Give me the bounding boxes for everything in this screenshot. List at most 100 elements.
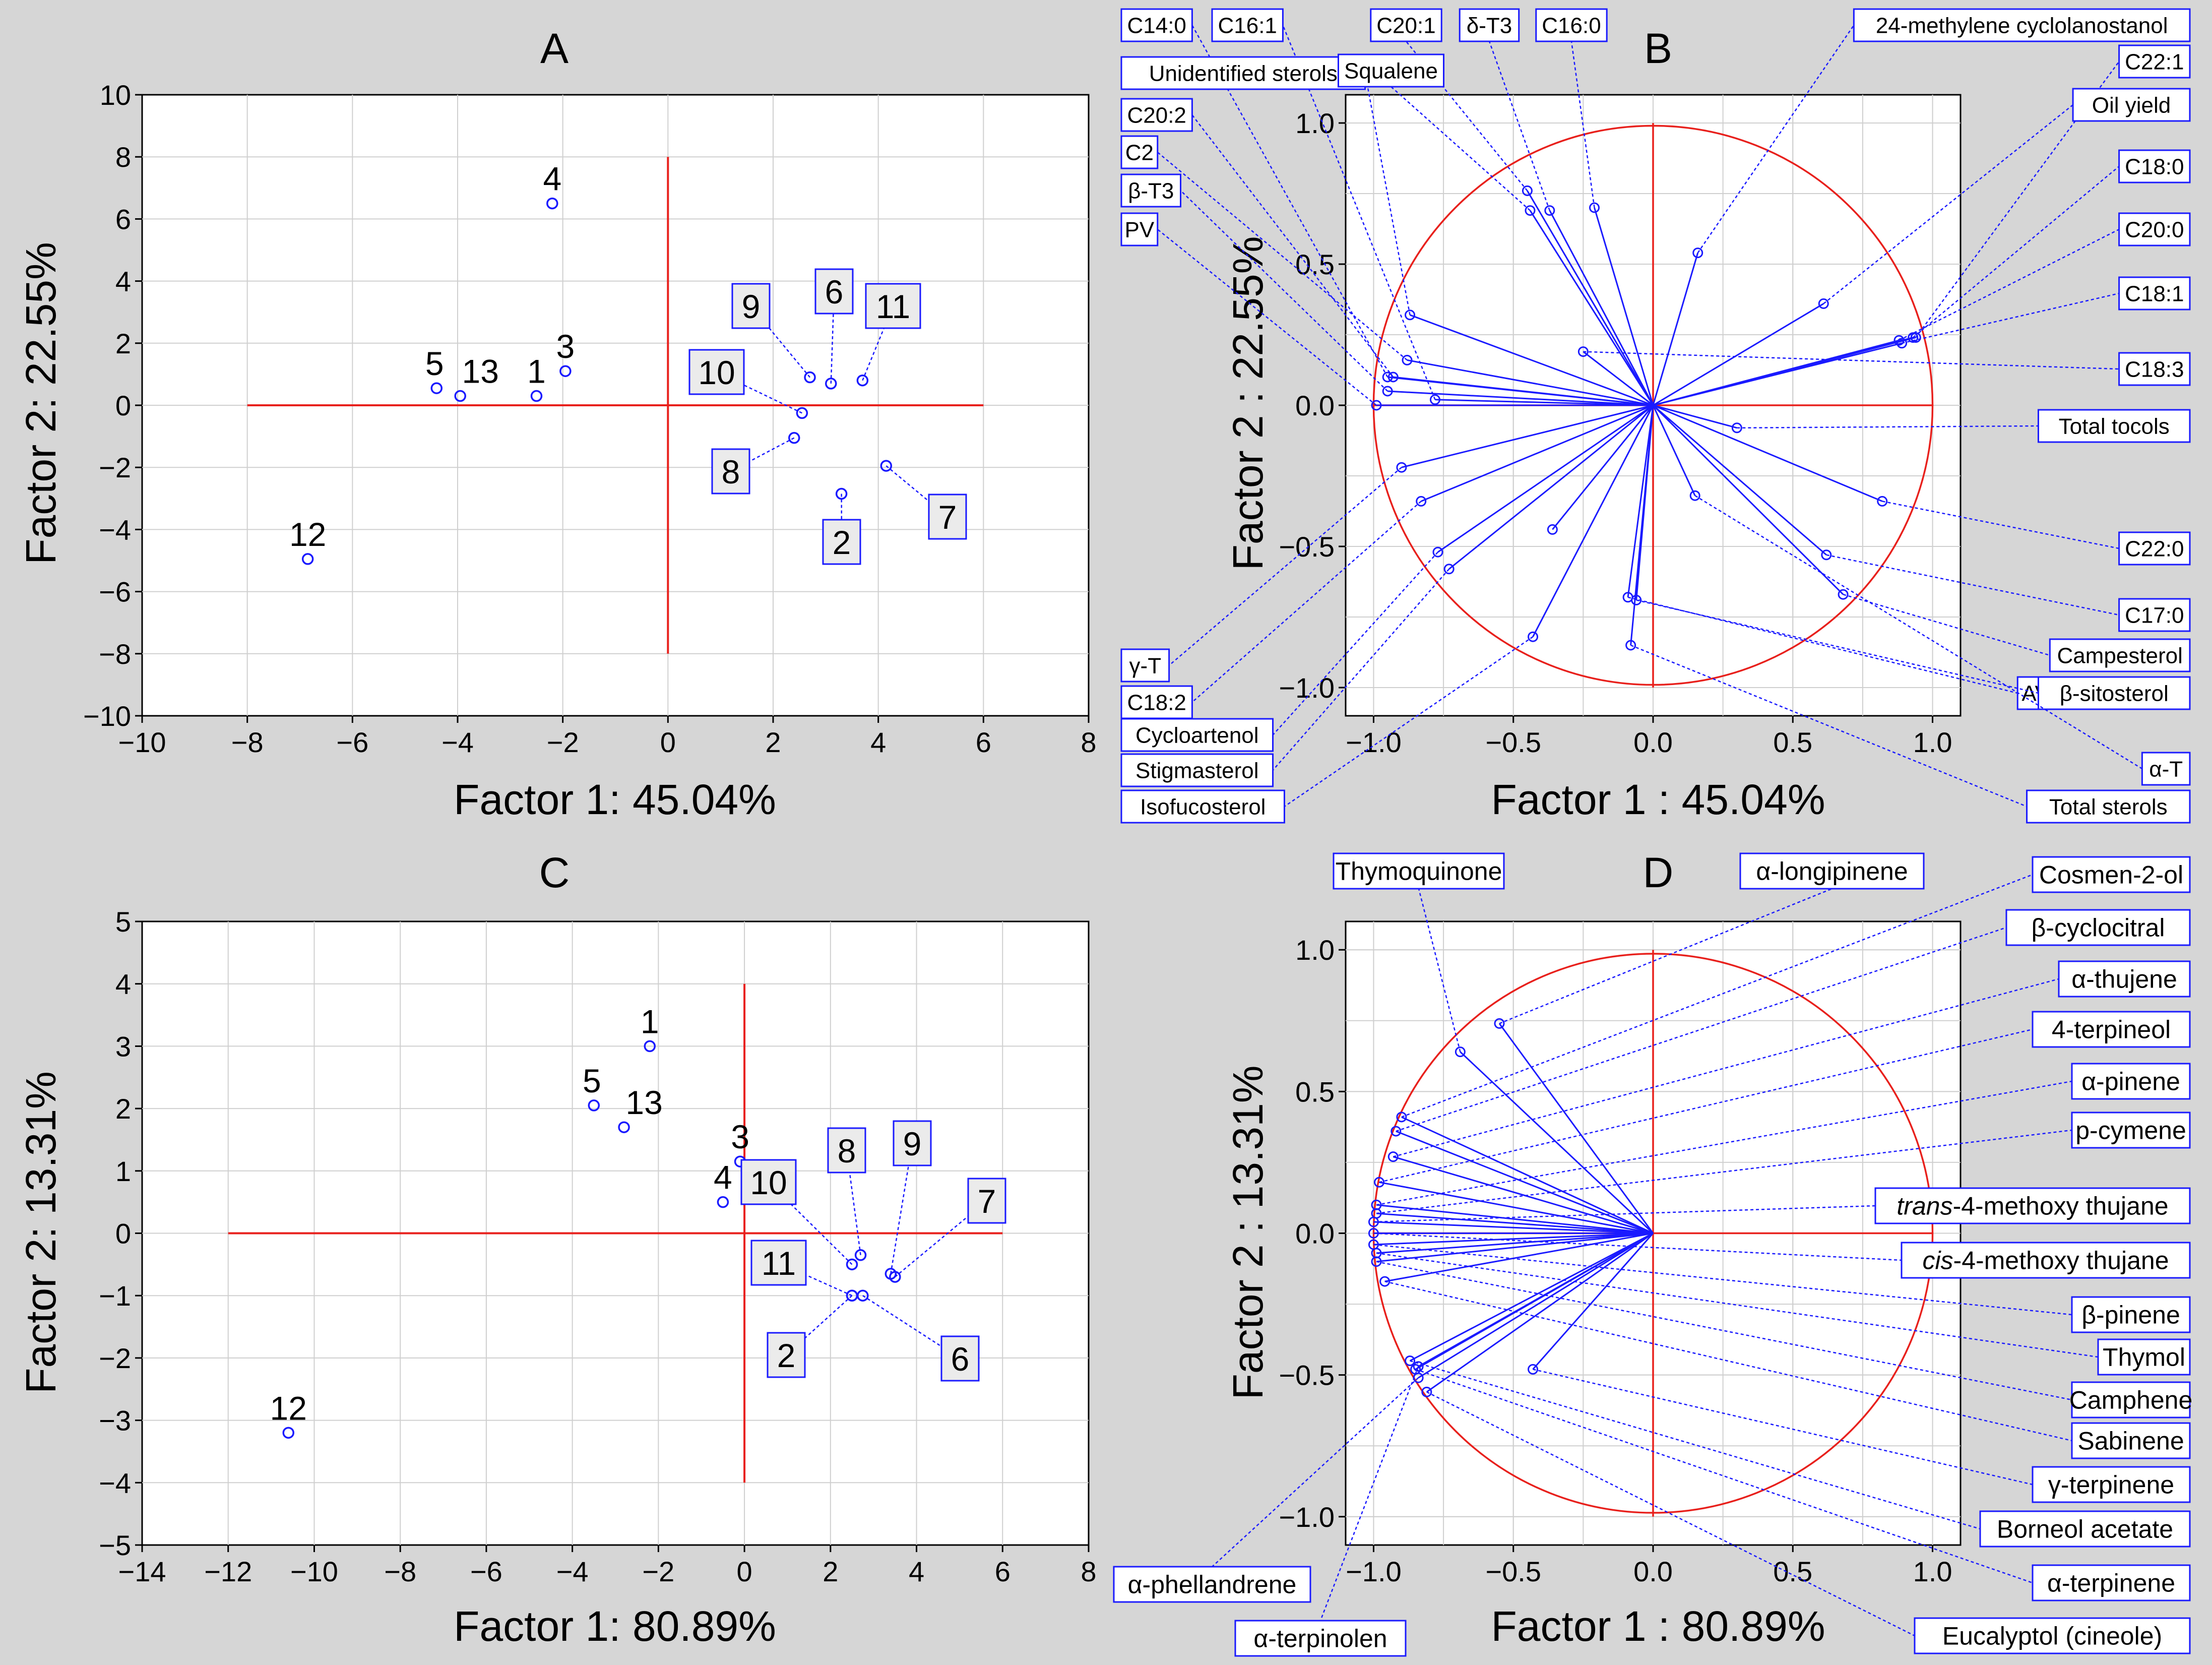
- variable-label-box: [1120, 718, 1274, 752]
- variable-label-box: [1120, 789, 1285, 824]
- loading-vector: [1653, 404, 1737, 429]
- y-tick-label: 0.0: [1295, 1218, 1335, 1250]
- sample-point-8: [854, 1249, 867, 1261]
- loading-vector: [1448, 404, 1654, 570]
- variable-label: C22:0: [2125, 536, 2184, 561]
- loading-vector: [1652, 253, 1699, 406]
- loading-point: [1528, 631, 1539, 642]
- sample-label: 5: [583, 1062, 601, 1099]
- x-tick-label: 0.0: [1633, 1556, 1673, 1587]
- sample-label: 6: [825, 273, 844, 311]
- y-tick-label: 0.5: [1295, 1076, 1335, 1107]
- sample-point-10: [796, 407, 808, 419]
- loading-point: [1405, 310, 1416, 321]
- loading-point: [1402, 354, 1413, 365]
- sample-label: 3: [731, 1118, 749, 1155]
- panel-d: −1.0 −0.5 0.0 0.5 1.0 −1.0 −0.5 0.0 0.5 1.0 D Facto…: [1113, 849, 2192, 1657]
- y-tick-label: 0: [115, 1218, 131, 1250]
- y-tick-label: −1: [99, 1280, 131, 1312]
- loading-point: [1379, 1276, 1391, 1287]
- loading-point: [1413, 1361, 1424, 1372]
- loading-vector: [1652, 404, 1844, 595]
- label-leader: [1212, 1377, 1419, 1567]
- loading-vector: [1630, 405, 1654, 646]
- x-tick-label: 6: [995, 1556, 1010, 1587]
- variable-label-box: [2118, 352, 2191, 386]
- label-leader: [1694, 495, 2143, 770]
- loading-point: [1821, 549, 1832, 561]
- loading-point: [1368, 1216, 1379, 1227]
- label-leader: [1401, 874, 2033, 1118]
- label-leader: [1533, 1369, 2033, 1486]
- variable-label: Cosmen-2-ol: [2039, 861, 2183, 889]
- loading-point: [1396, 462, 1407, 473]
- label-box: [731, 283, 771, 329]
- x-tick-label: 1.0: [1913, 726, 1952, 758]
- loading-vector: [1426, 1232, 1654, 1393]
- loading-point: [1405, 1355, 1416, 1367]
- loading-point: [1522, 185, 1533, 196]
- variable-label: C16:0: [1542, 13, 1601, 38]
- sample-label: 11: [762, 1245, 796, 1282]
- label-leader: [1373, 1232, 1902, 1261]
- sample-label: 1: [641, 1003, 659, 1040]
- label-box: [711, 448, 750, 495]
- variable-label: γ-T: [1129, 653, 1162, 678]
- panel-title: B: [1644, 25, 1672, 72]
- variable-label-box: [1120, 8, 1193, 42]
- variable-label-box: [2005, 909, 2191, 946]
- variable-label-box: [2071, 1381, 2191, 1419]
- sample-point-3: [559, 365, 572, 377]
- sample-point-13: [454, 390, 466, 402]
- x-tick-label: 2: [823, 1556, 838, 1587]
- y-tick-label: 0: [115, 390, 131, 421]
- variable-label: C20:1: [1376, 13, 1435, 38]
- label-leader: [1570, 41, 1595, 208]
- label-leader: [1272, 551, 1438, 735]
- loading-point: [1432, 546, 1443, 558]
- loading-vector: [1410, 314, 1654, 406]
- sample-point-8: [788, 431, 800, 444]
- variable-label-box: [2097, 1338, 2191, 1376]
- variable-label-box: [1901, 1242, 2191, 1279]
- sample-label: 11: [876, 288, 911, 325]
- variable-label-box: [1853, 8, 2191, 42]
- loading-point: [1371, 1256, 1382, 1267]
- label-leader: [1282, 25, 1436, 400]
- sample-point-7: [880, 460, 893, 472]
- loading-vector: [1376, 1204, 1654, 1234]
- label-leader: [1636, 599, 2039, 694]
- x-tick-label: 0: [660, 726, 676, 758]
- loading-point: [1547, 524, 1558, 535]
- label-leader: [1882, 501, 2119, 549]
- variable-label-box: [1337, 53, 1445, 88]
- variable-label: C2: [1125, 140, 1154, 165]
- sample-label: 3: [556, 328, 575, 365]
- y-tick-label: 1.0: [1295, 107, 1335, 139]
- x-tick-label: −0.5: [1485, 726, 1541, 758]
- sample-label: 12: [289, 516, 326, 553]
- label-box: [865, 283, 921, 329]
- variable-label: α-thujene: [2071, 965, 2177, 994]
- loading-vector: [1396, 1130, 1654, 1234]
- y-tick-label: −6: [99, 576, 131, 608]
- variable-label-box: [2118, 598, 2191, 632]
- label-leader: [1396, 927, 2007, 1132]
- variable-label-box: [1120, 173, 1182, 208]
- variable-label: α-terpinene: [2047, 1569, 2175, 1597]
- y-tick-label: −10: [83, 700, 131, 732]
- sample-point-13: [618, 1121, 630, 1133]
- sample-label: 10: [750, 1164, 787, 1201]
- x-tick-label: −1.0: [1346, 726, 1402, 758]
- label-leader: [750, 305, 810, 378]
- x-tick-label: 1.0: [1913, 1556, 1952, 1587]
- sample-label: 8: [722, 453, 740, 490]
- variable-label-box: [2118, 212, 2191, 246]
- label-box: [767, 1332, 806, 1378]
- sample-point-9: [884, 1268, 897, 1280]
- y-tick-label: −0.5: [1279, 531, 1335, 563]
- variable-label: Campesterol: [2057, 643, 2182, 668]
- loading-point: [1429, 394, 1440, 405]
